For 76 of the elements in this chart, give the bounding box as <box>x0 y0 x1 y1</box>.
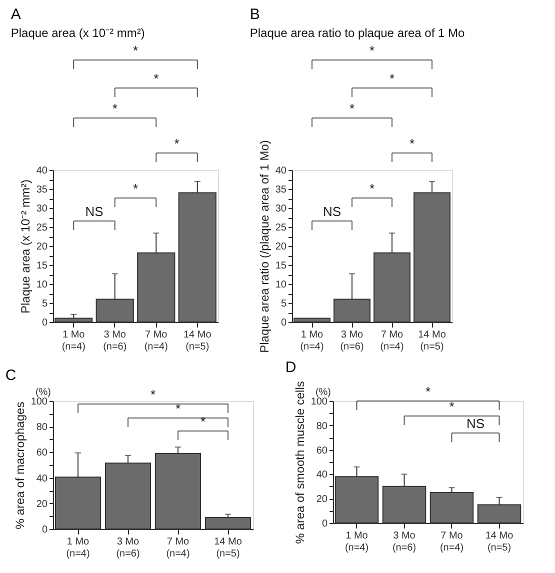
x-tick-label: 7 Mo (n=4) <box>380 330 404 352</box>
text: (%) <box>315 387 331 398</box>
x-tick-label: 1 Mo (n=4) <box>344 530 369 554</box>
annotation: * <box>200 414 206 429</box>
text: * <box>132 43 138 58</box>
y-tick-label: 20 <box>36 242 48 252</box>
y-tick-label: 60 <box>316 445 328 456</box>
x-tick-label: 3 Mo (n=6) <box>392 530 416 554</box>
y-tick-label: 5 <box>280 298 287 310</box>
x-tick-label: 7 Mo (n=4) <box>166 536 190 560</box>
y-tick-label: 60 <box>36 448 48 459</box>
y-tick-label: 30 <box>36 204 48 214</box>
y-tick-label: 20 <box>36 498 48 510</box>
annotation: NS <box>466 416 485 431</box>
text: * <box>174 136 180 151</box>
y-tick-label: 25 <box>275 222 287 234</box>
y-tick-label: 20 <box>316 494 328 506</box>
y-tick-label: 0 <box>42 318 48 328</box>
y-tick-label: 40 <box>316 470 328 481</box>
y-tick-label: 0 <box>322 518 328 530</box>
y-tick-label: 40 <box>36 166 48 176</box>
x-tick-label: 1 Mo (n=4) <box>300 330 324 352</box>
x-tick-label: 14 Mo (n=5) <box>214 536 242 560</box>
x-tick-label: 14 Mo (n=5) <box>418 330 446 352</box>
annotation: NS <box>322 204 342 219</box>
x-tick-label: 14 Mo (n=5) <box>183 330 212 352</box>
chart-title: C <box>5 367 16 384</box>
text: * <box>369 43 375 58</box>
y-tick-label: 40 <box>36 473 48 484</box>
annotation: NS <box>85 204 104 219</box>
x-tick-label: 14 Mo (n=5) <box>485 530 514 554</box>
y-tick-label: 35 <box>36 184 48 196</box>
x-tick-label: 1 Mo (n=4) <box>62 330 86 352</box>
text: * <box>409 136 415 151</box>
x-tick-label: 3 Mo (n=6) <box>116 536 140 560</box>
y-axis-title: % area of smooth muscle cells <box>292 381 307 544</box>
y-axis-title: Plaque area ratio (/plaque area of 1 Mo) <box>257 140 272 353</box>
text: * <box>425 384 431 399</box>
annotation: * <box>369 181 375 196</box>
annotation: * <box>150 387 156 402</box>
x-tick-label: 7 Mo (n=4) <box>440 530 464 554</box>
text: * <box>389 71 395 86</box>
y-tick-label: 0 <box>280 318 287 328</box>
y-tick-label: 40 <box>275 166 287 176</box>
chart-title: D <box>285 358 296 376</box>
y-tick-label: 15 <box>275 260 287 272</box>
y-tick-label: 0 <box>42 524 48 536</box>
chart-subtitle: Plaque area ratio to plaque area of 1 Mo <box>250 26 466 40</box>
y-tick-label: 25 <box>36 222 48 234</box>
y-tick-label: 35 <box>275 184 287 196</box>
text: * <box>349 101 355 116</box>
chart-subtitle: Plaque area (x 10⁻² mm²) <box>10 26 145 40</box>
x-tick-label: 1 Mo (n=4) <box>66 536 90 560</box>
y-tick-label: 80 <box>316 420 328 432</box>
x-tick-label: 7 Mo (n=4) <box>144 330 168 352</box>
y-tick-label: 100 <box>310 396 328 408</box>
y-axis-title: % area of macrophages <box>12 402 27 530</box>
y-tick-label: 30 <box>275 204 287 214</box>
y-tick-label: 15 <box>36 260 48 272</box>
y-tick-label: 80 <box>36 422 48 434</box>
chart-title: B <box>250 6 260 23</box>
text: (%) <box>35 387 51 398</box>
x-tick-label: 3 Mo (n=6) <box>103 330 127 352</box>
annotation: * <box>449 399 454 414</box>
x-tick-label: 3 Mo (n=6) <box>340 330 364 352</box>
annotation: * <box>132 181 138 196</box>
y-tick-label: 5 <box>42 298 48 310</box>
text: * <box>112 101 118 116</box>
text: * <box>154 71 159 86</box>
annotation: * <box>175 401 181 416</box>
y-axis-title: Plaque area (x 10⁻² mm²) <box>18 179 32 314</box>
y-tick-label: 10 <box>275 280 287 290</box>
y-tick-label: 20 <box>275 242 287 252</box>
chart-title: A <box>10 6 21 23</box>
y-tick-label: 100 <box>30 396 48 408</box>
y-tick-label: 10 <box>36 280 48 290</box>
